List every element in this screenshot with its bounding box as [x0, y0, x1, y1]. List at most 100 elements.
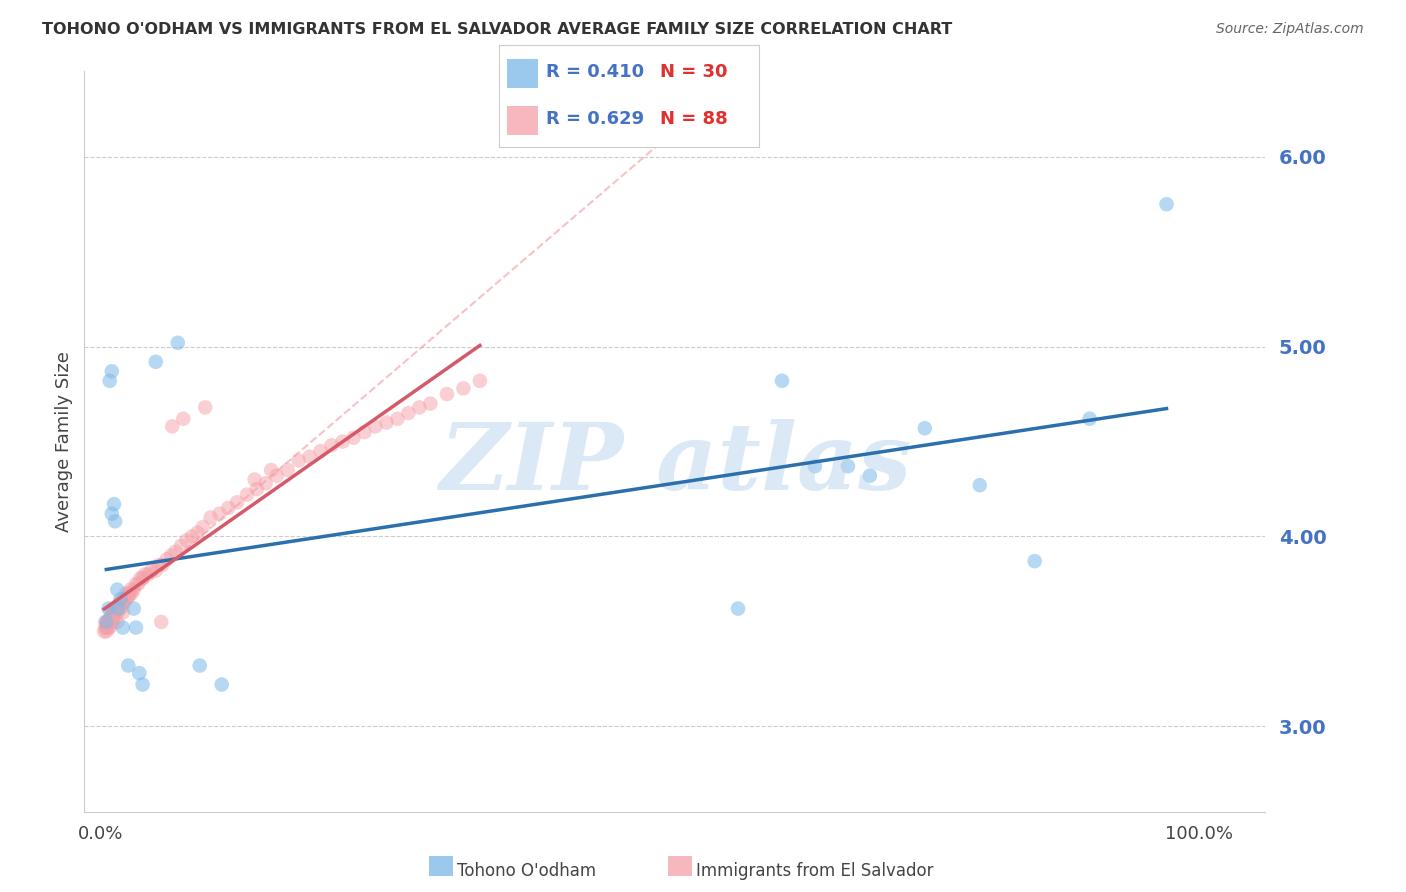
Point	[111, 621, 134, 635]
Point	[127, 577, 149, 591]
Text: Source: ZipAtlas.com: Source: ZipAtlas.com	[1216, 22, 1364, 37]
Point	[129, 571, 152, 585]
Point	[117, 658, 139, 673]
Point	[191, 520, 214, 534]
Point	[160, 549, 183, 563]
Point	[101, 606, 124, 620]
Point	[342, 431, 364, 445]
Point	[101, 611, 124, 625]
Point	[98, 615, 121, 629]
Point	[97, 601, 120, 615]
Point	[200, 510, 222, 524]
Point	[112, 596, 135, 610]
Point	[108, 596, 131, 610]
Point	[246, 482, 269, 496]
Text: Immigrants from El Salvador: Immigrants from El Salvador	[696, 862, 934, 880]
Point	[96, 615, 118, 629]
Point	[94, 615, 117, 629]
Point	[141, 564, 163, 578]
Point	[166, 335, 188, 350]
Point	[110, 601, 132, 615]
Point	[134, 567, 156, 582]
Point	[194, 401, 217, 415]
Point	[1078, 411, 1101, 425]
Point	[103, 611, 125, 625]
Point	[727, 601, 749, 615]
Point	[332, 434, 354, 449]
Point	[121, 586, 143, 600]
Point	[128, 666, 150, 681]
Point	[226, 495, 249, 509]
Point	[101, 609, 124, 624]
Point	[186, 525, 208, 540]
Point	[96, 615, 118, 629]
Point	[107, 601, 129, 615]
Point	[165, 544, 187, 558]
Bar	[508, 59, 538, 87]
Text: N = 30: N = 30	[661, 63, 728, 81]
Point	[97, 615, 120, 629]
Point	[105, 606, 128, 620]
Point	[107, 601, 129, 615]
Point	[162, 419, 184, 434]
Point	[321, 438, 343, 452]
Point	[122, 601, 145, 615]
Point	[914, 421, 936, 435]
Point	[436, 387, 458, 401]
Point	[115, 591, 138, 605]
Point	[287, 453, 309, 467]
Point	[236, 488, 259, 502]
Point	[375, 416, 398, 430]
Point	[243, 473, 266, 487]
Point	[188, 658, 211, 673]
Point	[172, 411, 194, 425]
Point	[136, 567, 159, 582]
Point	[111, 596, 134, 610]
Point	[1156, 197, 1178, 211]
Point	[96, 624, 118, 639]
Point	[97, 621, 120, 635]
Point	[93, 624, 115, 639]
Point	[125, 577, 148, 591]
Point	[353, 425, 375, 439]
Point	[125, 621, 148, 635]
Point	[115, 586, 138, 600]
Point	[101, 507, 124, 521]
Bar	[508, 106, 538, 135]
Point	[96, 618, 118, 632]
Point	[131, 571, 153, 585]
Point	[105, 601, 128, 615]
Point	[120, 582, 142, 597]
Point	[145, 564, 167, 578]
Point	[254, 476, 277, 491]
Point	[208, 507, 231, 521]
Point	[98, 374, 121, 388]
Point	[770, 374, 793, 388]
Point	[804, 459, 827, 474]
Text: ZIP atlas: ZIP atlas	[439, 418, 911, 508]
Text: R = 0.629: R = 0.629	[546, 111, 644, 128]
Point	[148, 558, 170, 572]
Text: Tohono O'odham: Tohono O'odham	[457, 862, 596, 880]
Point	[122, 582, 145, 597]
Point	[150, 558, 173, 572]
Point	[111, 596, 134, 610]
Point	[101, 615, 124, 629]
Point	[453, 381, 475, 395]
Point	[103, 606, 125, 620]
Point	[211, 677, 233, 691]
Point	[100, 609, 122, 624]
Point	[969, 478, 991, 492]
Point	[111, 606, 134, 620]
Point	[118, 586, 141, 600]
Text: R = 0.410: R = 0.410	[546, 63, 644, 81]
Point	[105, 615, 128, 629]
Point	[150, 615, 173, 629]
Point	[131, 677, 153, 691]
Point	[145, 355, 167, 369]
Point	[837, 459, 859, 474]
Point	[114, 592, 136, 607]
Point	[468, 374, 491, 388]
Point	[170, 539, 193, 553]
Text: TOHONO O'ODHAM VS IMMIGRANTS FROM EL SALVADOR AVERAGE FAMILY SIZE CORRELATION CH: TOHONO O'ODHAM VS IMMIGRANTS FROM EL SAL…	[42, 22, 952, 37]
